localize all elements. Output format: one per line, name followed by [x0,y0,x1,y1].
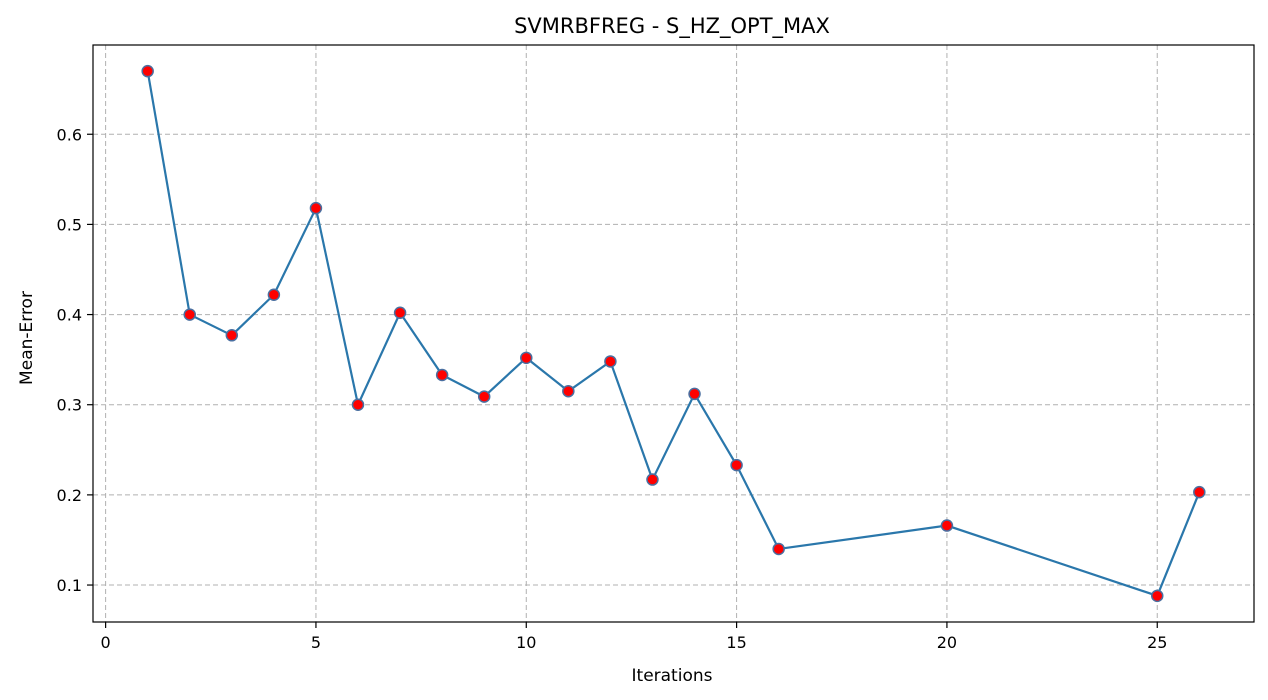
data-point [520,351,533,365]
y-tick-label: 0.4 [57,306,82,325]
data-point [351,398,365,411]
data-series [141,64,1206,603]
y-tick-label: 0.1 [57,576,82,595]
data-point [141,64,154,78]
y-axis: 0.1 0.2 0.3 0.4 0.5 0.6 [57,125,93,595]
data-point [772,542,785,556]
data-point [477,390,491,403]
y-tick-label: 0.2 [57,486,82,505]
data-point [435,368,449,382]
data-point [940,519,954,532]
data-point [183,308,196,321]
x-tick-label: 20 [937,633,957,652]
plot-frame [92,44,1255,623]
data-point [267,288,281,301]
data-point [1193,485,1206,499]
grid [93,45,1254,622]
data-point [1151,589,1164,603]
data-point [604,355,617,368]
x-axis-label: Iterations [632,666,713,686]
x-axis: 0 5 10 15 20 25 [101,622,1167,652]
x-tick-label: 5 [311,633,321,652]
x-tick-label: 25 [1147,633,1167,652]
y-axis-label: Mean-Error [17,291,37,385]
data-point [225,329,239,342]
x-tick-label: 0 [101,633,111,652]
x-tick-label: 15 [726,633,746,652]
data-point [730,458,743,472]
chart-title: SVMRBFREG - S_HZ_OPT_MAX [514,14,830,39]
data-point [688,387,701,401]
data-point [562,384,575,398]
data-point [646,473,659,486]
data-point [309,201,323,215]
y-tick-label: 0.5 [57,215,82,234]
y-tick-label: 0.3 [57,396,82,415]
x-tick-label: 10 [516,633,536,652]
data-point [393,306,407,320]
y-tick-label: 0.6 [57,125,82,144]
